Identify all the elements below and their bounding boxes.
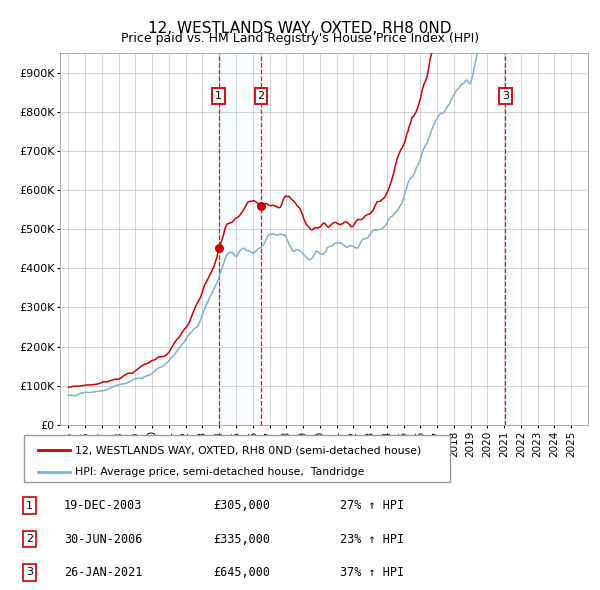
Text: 3: 3 (502, 91, 509, 101)
Bar (505, 53, 515, 425)
Text: 1: 1 (215, 91, 222, 101)
Text: £645,000: £645,000 (214, 566, 271, 579)
Text: Price paid vs. HM Land Registry's House Price Index (HPI): Price paid vs. HM Land Registry's House … (121, 32, 479, 45)
Text: £335,000: £335,000 (214, 533, 271, 546)
Text: HPI: Average price, semi-detached house,  Tandridge: HPI: Average price, semi-detached house,… (76, 467, 365, 477)
Text: 19-DEC-2003: 19-DEC-2003 (64, 499, 142, 512)
Text: 23% ↑ HPI: 23% ↑ HPI (340, 533, 404, 546)
Text: 37% ↑ HPI: 37% ↑ HPI (340, 566, 404, 579)
Text: 12, WESTLANDS WAY, OXTED, RH8 0ND (semi-detached house): 12, WESTLANDS WAY, OXTED, RH8 0ND (semi-… (76, 445, 422, 455)
Text: 2: 2 (257, 91, 265, 101)
Bar (219, 53, 261, 425)
Text: 26-JAN-2021: 26-JAN-2021 (64, 566, 142, 579)
Text: 2: 2 (26, 534, 33, 544)
Text: £305,000: £305,000 (214, 499, 271, 512)
Text: 12, WESTLANDS WAY, OXTED, RH8 0ND: 12, WESTLANDS WAY, OXTED, RH8 0ND (148, 21, 452, 35)
Text: 1: 1 (26, 500, 33, 510)
Text: 3: 3 (26, 568, 33, 578)
Text: 30-JUN-2006: 30-JUN-2006 (64, 533, 142, 546)
Text: 27% ↑ HPI: 27% ↑ HPI (340, 499, 404, 512)
Bar (23, 435, 450, 481)
